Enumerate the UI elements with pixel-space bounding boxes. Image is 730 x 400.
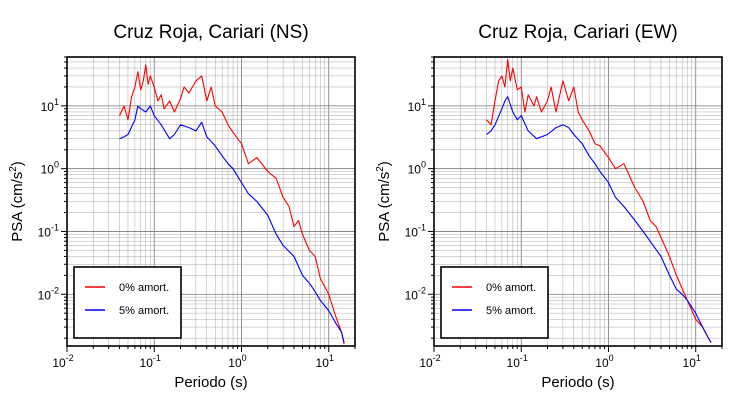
legend-label: 0% amort. [119, 282, 169, 294]
series-line-damped [119, 105, 345, 343]
chart-title: Cruz Roja, Cariari (NS) [113, 22, 308, 43]
chart-panel-2: Cruz Roja, Cariari (EW) Periodo (s) PSA (c… [375, 22, 723, 391]
y-tick-label: 101 [41, 97, 59, 114]
series-line-undamped [486, 58, 712, 343]
x-tick-label: 100 [228, 353, 246, 370]
y-axis-label: PSA (cm/s2) [8, 161, 26, 242]
grid [66, 56, 356, 346]
series-line-damped [486, 96, 712, 343]
legend: 0% amort. 5% amort. [440, 266, 549, 339]
x-axis-label: Periodo (s) [174, 374, 247, 391]
legend-label: 5% amort. [119, 305, 169, 317]
y-tick-label: 10-1 [405, 222, 426, 239]
x-tick-label: 101 [316, 353, 334, 370]
y-tick-label: 101 [408, 97, 426, 114]
y-tick-label: 100 [41, 160, 59, 177]
x-tick-label: 101 [683, 353, 701, 370]
y-tick-label: 10-2 [38, 285, 59, 302]
series-line-undamped [119, 64, 345, 345]
y-axis-label: PSA (cm/s2) [375, 161, 393, 242]
chart-panel-1: Cruz Roja, Cariari (NS) Periodo (s) PSA (c… [8, 22, 356, 391]
y-tick-label: 10-2 [405, 285, 426, 302]
y-tick-label: 100 [408, 160, 426, 177]
y-tick-label: 10-1 [38, 222, 59, 239]
legend-box [440, 266, 549, 339]
plot-frame [66, 56, 356, 347]
x-tick-label: 10-1 [140, 353, 161, 370]
chart-title: Cruz Roja, Cariari (EW) [478, 22, 678, 43]
x-tick-label: 10-2 [419, 353, 440, 370]
legend: 0% amort. 5% amort. [73, 266, 182, 339]
plot-frame [433, 56, 723, 347]
legend-label: 0% amort. [486, 282, 536, 294]
x-tick-label: 100 [595, 353, 613, 370]
legend-box [73, 266, 182, 339]
x-tick-label: 10-1 [507, 353, 528, 370]
legend-label: 5% amort. [486, 305, 536, 317]
x-tick-label: 10-2 [52, 353, 73, 370]
x-axis-label: Periodo (s) [541, 374, 614, 391]
